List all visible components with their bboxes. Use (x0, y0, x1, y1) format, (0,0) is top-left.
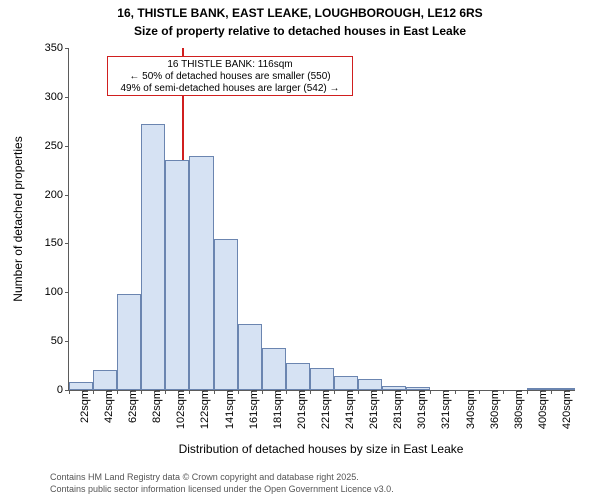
x-tick-mark (358, 390, 359, 394)
y-tick-mark (65, 195, 69, 196)
x-tick-label: 181sqm (266, 390, 284, 429)
x-tick-label: 321sqm (434, 390, 452, 429)
x-tick-mark (527, 390, 528, 394)
footer-line-1: Contains HM Land Registry data © Crown c… (50, 472, 359, 482)
plot-area: 16 THISTLE BANK: 116sqm ← 50% of detache… (68, 48, 575, 391)
x-tick-label: 141sqm (218, 390, 236, 429)
x-axis-title: Distribution of detached houses by size … (179, 442, 464, 456)
chart-container: 16, THISTLE BANK, EAST LEAKE, LOUGHBOROU… (0, 0, 600, 500)
x-tick-mark (165, 390, 166, 394)
histogram-bar (165, 160, 189, 390)
x-tick-label: 241sqm (338, 390, 356, 429)
x-tick-mark (141, 390, 142, 394)
y-tick-mark (65, 48, 69, 49)
x-tick-label: 221sqm (314, 390, 332, 429)
x-tick-mark (69, 390, 70, 394)
histogram-bar (141, 124, 165, 390)
x-tick-label: 22sqm (73, 390, 91, 423)
chart-title-line-1: 16, THISTLE BANK, EAST LEAKE, LOUGHBOROU… (0, 6, 600, 20)
x-tick-label: 340sqm (459, 390, 477, 429)
x-tick-label: 161sqm (242, 390, 260, 429)
annotation-box: 16 THISTLE BANK: 116sqm ← 50% of detache… (107, 56, 353, 96)
x-tick-mark (503, 390, 504, 394)
x-tick-label: 42sqm (97, 390, 115, 423)
x-tick-label: 82sqm (145, 390, 163, 423)
x-tick-mark (214, 390, 215, 394)
histogram-bar (310, 368, 334, 390)
histogram-bar (117, 294, 141, 390)
footer-line-2: Contains public sector information licen… (50, 484, 394, 494)
histogram-bar (214, 239, 238, 390)
x-tick-mark (455, 390, 456, 394)
x-tick-label: 261sqm (362, 390, 380, 429)
y-tick-mark (65, 292, 69, 293)
x-tick-mark (262, 390, 263, 394)
annotation-line-1: ← 50% of detached houses are smaller (55… (112, 71, 348, 83)
y-tick-mark (65, 146, 69, 147)
y-axis-title: Number of detached properties (11, 136, 25, 301)
histogram-bar (286, 363, 310, 390)
x-tick-mark (238, 390, 239, 394)
x-tick-mark (430, 390, 431, 394)
histogram-bar (189, 156, 213, 391)
x-tick-label: 301sqm (410, 390, 428, 429)
x-tick-label: 400sqm (531, 390, 549, 429)
x-tick-mark (382, 390, 383, 394)
x-tick-mark (310, 390, 311, 394)
y-tick-mark (65, 97, 69, 98)
y-tick-mark (65, 341, 69, 342)
x-tick-mark (93, 390, 94, 394)
x-tick-label: 201sqm (290, 390, 308, 429)
x-tick-label: 380sqm (507, 390, 525, 429)
histogram-bar (93, 370, 117, 390)
y-tick-mark (65, 243, 69, 244)
annotation-line-2: 49% of semi-detached houses are larger (… (112, 83, 348, 95)
chart-title-line-2: Size of property relative to detached ho… (0, 24, 600, 38)
x-tick-label: 102sqm (169, 390, 187, 429)
histogram-bar (334, 376, 358, 390)
annotation-title: 16 THISTLE BANK: 116sqm (112, 59, 348, 71)
histogram-bar (358, 379, 382, 390)
x-tick-mark (551, 390, 552, 394)
x-tick-mark (117, 390, 118, 394)
x-tick-label: 281sqm (386, 390, 404, 429)
x-tick-mark (286, 390, 287, 394)
x-tick-mark (189, 390, 190, 394)
x-tick-mark (334, 390, 335, 394)
x-tick-mark (479, 390, 480, 394)
histogram-bar (69, 382, 93, 390)
x-tick-label: 360sqm (483, 390, 501, 429)
x-tick-mark (406, 390, 407, 394)
x-tick-label: 62sqm (121, 390, 139, 423)
histogram-bar (238, 324, 262, 390)
x-tick-label: 122sqm (193, 390, 211, 429)
x-tick-label: 420sqm (555, 390, 573, 429)
histogram-bar (262, 348, 286, 390)
